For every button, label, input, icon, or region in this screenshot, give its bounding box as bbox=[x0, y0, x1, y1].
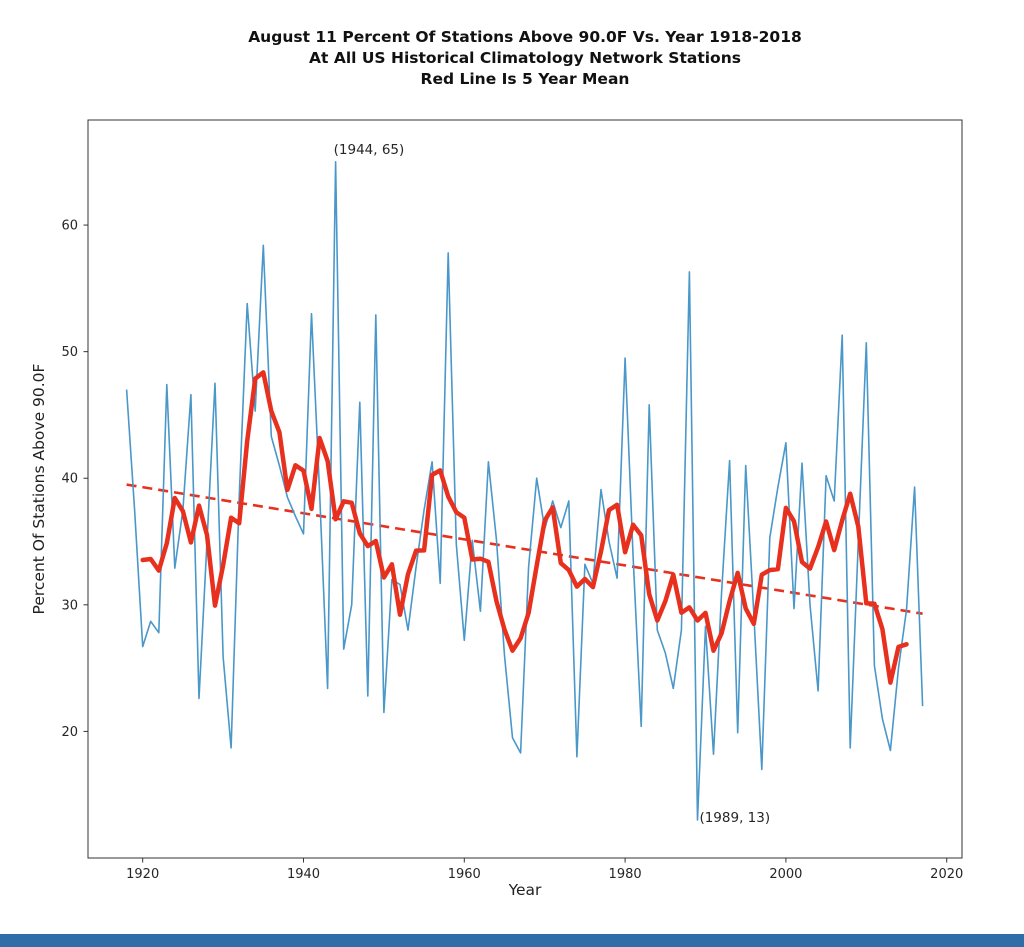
y-tick-label: 60 bbox=[61, 219, 78, 234]
point-annotation: (1989, 13) bbox=[699, 810, 770, 826]
five-year-mean-line bbox=[140, 370, 909, 685]
y-tick-label: 20 bbox=[61, 725, 78, 740]
x-axis-label: Year bbox=[508, 881, 542, 899]
x-tick-label: 1980 bbox=[609, 867, 642, 882]
chart-title-line-2: At All US Historical Climatology Network… bbox=[309, 49, 741, 67]
chart-title-line-3: Red Line Is 5 Year Mean bbox=[420, 70, 630, 88]
trend-line bbox=[126, 483, 923, 615]
x-tick-label: 1960 bbox=[448, 867, 481, 882]
y-tick-label: 30 bbox=[61, 598, 78, 613]
x-tick-label: 2000 bbox=[769, 867, 802, 882]
x-tick-label: 1920 bbox=[126, 867, 159, 882]
y-tick-label: 50 bbox=[61, 345, 78, 360]
chart-title-line-1: August 11 Percent Of Stations Above 90.0… bbox=[248, 28, 802, 46]
x-tick-label: 1940 bbox=[287, 867, 320, 882]
y-axis-label: Percent Of Stations Above 90.0F bbox=[30, 363, 48, 615]
y-tick-label: 40 bbox=[61, 472, 78, 487]
annual-series-line bbox=[125, 161, 924, 821]
plot-border bbox=[87, 119, 963, 859]
x-tick-label: 2020 bbox=[930, 867, 963, 882]
chart-title: August 11 Percent Of Stations Above 90.0… bbox=[88, 27, 962, 90]
page-footer-bar bbox=[0, 934, 1024, 947]
point-annotation: (1944, 65) bbox=[334, 142, 405, 158]
